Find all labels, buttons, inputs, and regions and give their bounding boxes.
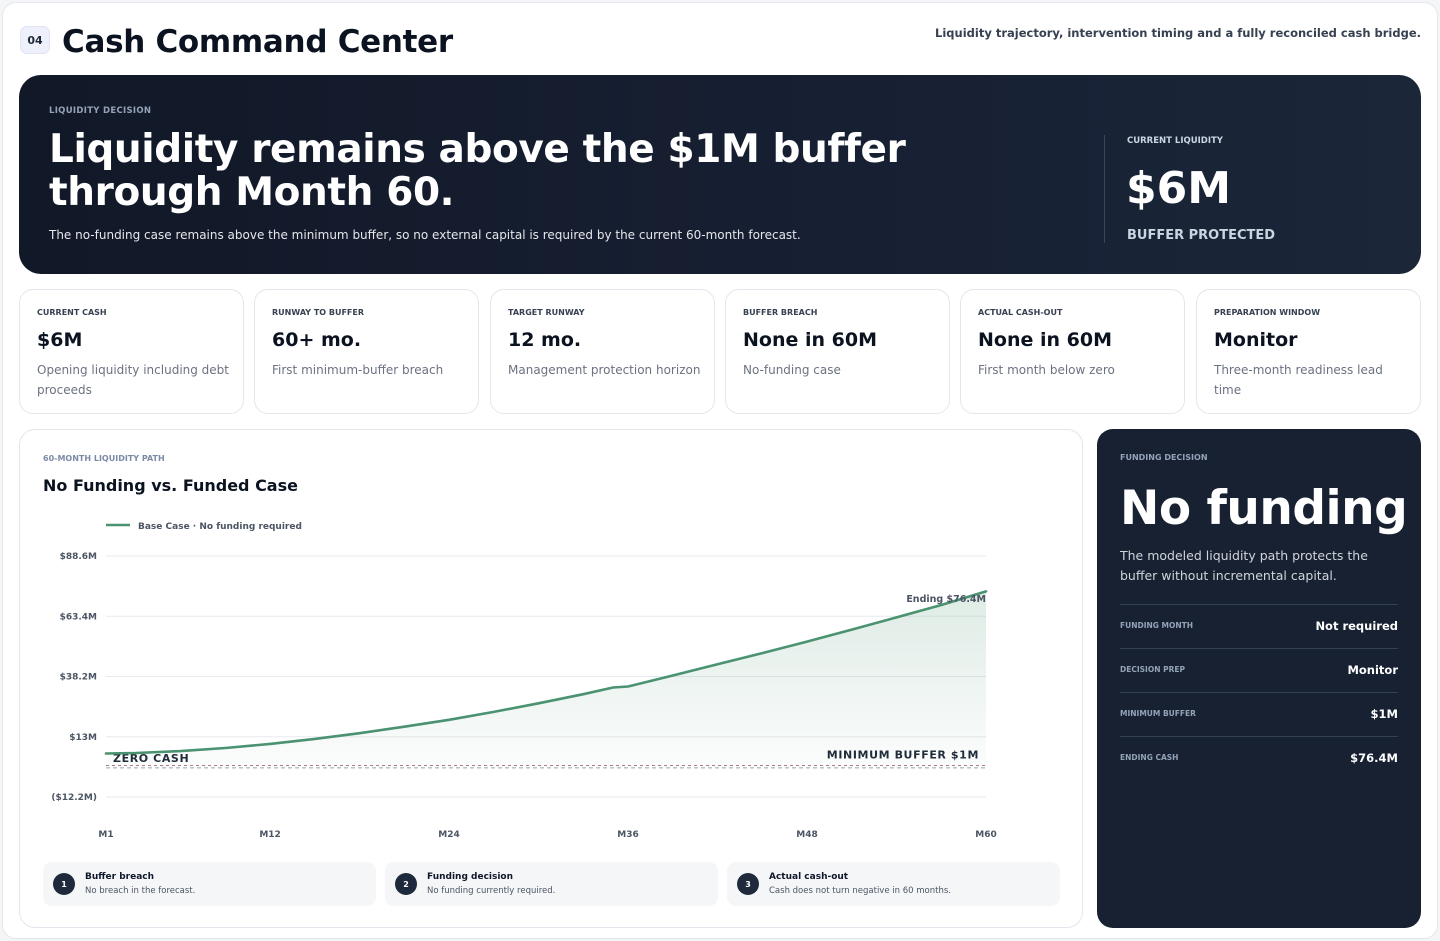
slide-number-badge: 04 <box>20 26 50 54</box>
funding-title: No funding <box>1120 481 1408 536</box>
current-liquidity-label: CURRENT LIQUIDITY <box>1127 136 1223 146</box>
kpi-description: First minimum-buffer breach <box>272 363 444 377</box>
kpi-label: BUFFER BREACH <box>743 308 818 317</box>
funding-kicker: FUNDING DECISION <box>1120 453 1208 462</box>
legend-label: Base Case · No funding required <box>138 522 302 532</box>
y-tick-label: $38.2M <box>60 673 97 683</box>
funding-row-label: DECISION PREP <box>1120 665 1185 674</box>
note-text: No breach in the forecast. <box>85 886 196 896</box>
kpi-card-runway-to-buffer: RUNWAY TO BUFFER 60+ mo. First minimum-b… <box>254 289 479 414</box>
kpi-card-actual-cash-out: ACTUAL CASH-OUT None in 60M First month … <box>960 289 1185 414</box>
note-number-badge: 1 <box>53 873 75 895</box>
series-area-fill <box>106 591 986 768</box>
note-number-badge: 2 <box>395 873 417 895</box>
y-tick-label: $88.6M <box>60 552 97 562</box>
kpi-card-buffer-breach: BUFFER BREACH None in 60M No-funding cas… <box>725 289 950 414</box>
kpi-label: CURRENT CASH <box>37 308 107 317</box>
series-line-base-case <box>104 590 988 755</box>
x-tick-label: M12 <box>259 830 280 840</box>
chart-title: No Funding vs. Funded Case <box>43 476 298 495</box>
kpi-description: First month below zero <box>978 363 1115 377</box>
note-title: Funding decision <box>427 872 514 882</box>
hero-banner: LIQUIDITY DECISION Liquidity remains abo… <box>19 75 1421 274</box>
kpi-label: TARGET RUNWAY <box>508 308 585 317</box>
funding-row-ending-cash: ENDING CASH $76.4M <box>1120 736 1398 780</box>
kpi-value: None in 60M <box>743 329 877 351</box>
funding-row-label: ENDING CASH <box>1120 753 1179 762</box>
hero-kicker: LIQUIDITY DECISION <box>49 106 152 116</box>
kpi-description: No-funding case <box>743 363 841 377</box>
liquidity-chart-card: 60-MONTH LIQUIDITY PATH No Funding vs. F… <box>19 429 1083 928</box>
kpi-card-target-runway: TARGET RUNWAY 12 mo. Management protecti… <box>490 289 715 414</box>
x-tick-label: M24 <box>438 830 459 840</box>
kpi-description: Opening liquidity including debt proceed… <box>37 363 230 397</box>
x-tick-label: M48 <box>796 830 817 840</box>
y-tick-label: $13M <box>69 733 97 743</box>
kpi-label: PREPARATION WINDOW <box>1214 308 1321 317</box>
kpi-description: Three-month readiness lead time <box>1214 363 1383 397</box>
kpi-label: ACTUAL CASH-OUT <box>978 308 1063 317</box>
kpi-value: 12 mo. <box>508 329 582 351</box>
x-tick-label: M60 <box>975 830 996 840</box>
funding-row-decision-prep: DECISION PREP Monitor <box>1120 648 1398 692</box>
note-title: Buffer breach <box>85 872 155 882</box>
kpi-value: 60+ mo. <box>272 329 362 351</box>
ending-value-annotation: Ending $76.4M <box>906 594 986 605</box>
funding-decision-panel: FUNDING DECISION No funding The modeled … <box>1097 429 1421 928</box>
hero-description: The no-funding case remains above the mi… <box>49 228 801 242</box>
page-title: Cash Command Center <box>62 24 453 60</box>
kpi-label: RUNWAY TO BUFFER <box>272 308 365 317</box>
note-text: No funding currently required. <box>427 886 556 896</box>
page-subtitle: Liquidity trajectory, intervention timin… <box>935 26 1421 40</box>
kpi-card-preparation-window: PREPARATION WINDOW Monitor Three-month r… <box>1196 289 1421 414</box>
x-tick-label: M36 <box>617 830 638 840</box>
chart-kicker: 60-MONTH LIQUIDITY PATH <box>43 454 165 463</box>
y-tick-label: ($12.2M) <box>51 793 97 803</box>
hero-divider <box>1104 135 1105 243</box>
funding-row-funding-month: FUNDING MONTH Not required <box>1120 604 1398 648</box>
funding-row-value: Monitor <box>1347 663 1398 677</box>
funding-row-value: $1M <box>1370 707 1398 721</box>
funding-row-label: MINIMUM BUFFER <box>1120 709 1196 718</box>
note-number-badge: 3 <box>737 873 759 895</box>
funding-description: The modeled liquidity path protects the … <box>1120 548 1368 583</box>
buffer-status: BUFFER PROTECTED <box>1127 228 1276 243</box>
y-tick-label: $63.4M <box>60 612 97 622</box>
note-actual-cash-out: 3 Actual cash-out Cash does not turn neg… <box>727 862 1060 906</box>
x-tick-label: M1 <box>98 830 113 840</box>
note-funding-decision: 2 Funding decision No funding currently … <box>385 862 718 906</box>
note-buffer-breach: 1 Buffer breach No breach in the forecas… <box>43 862 376 906</box>
note-title: Actual cash-out <box>769 872 849 882</box>
funding-row-value: Not required <box>1315 619 1398 633</box>
hero-headline: Liquidity remains above the $1M buffer t… <box>49 127 906 215</box>
funding-row-label: FUNDING MONTH <box>1120 621 1194 630</box>
funding-row-value: $76.4M <box>1350 751 1398 765</box>
funding-row-minimum-buffer: MINIMUM BUFFER $1M <box>1120 692 1398 736</box>
liquidity-line-chart: $88.6M $63.4M $38.2M $13M ($12.2M) M1 M12 M24 M3… <box>51 522 996 840</box>
kpi-card-current-cash: CURRENT CASH $6M Opening liquidity inclu… <box>19 289 244 414</box>
note-text: Cash does not turn negative in 60 months… <box>769 886 951 896</box>
current-liquidity-value: $6M <box>1126 163 1232 214</box>
kpi-value: None in 60M <box>978 329 1112 351</box>
kpi-value: Monitor <box>1214 329 1298 351</box>
kpi-value: $6M <box>37 329 83 351</box>
kpi-description: Management protection horizon <box>508 363 701 377</box>
